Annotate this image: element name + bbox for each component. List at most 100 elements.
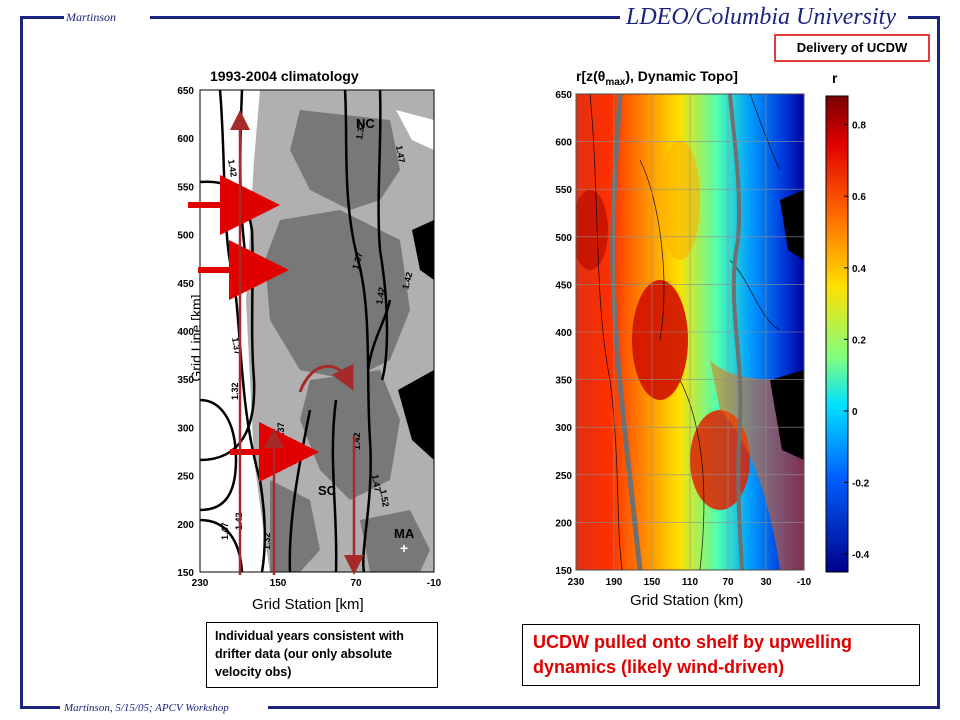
chart1-contour-label-0: 1.42 — [226, 159, 239, 178]
colorbar-tick-1: 0.6 — [852, 192, 866, 203]
chart1-xlabel: Grid Station [km] — [252, 596, 364, 613]
chart1-contour-label-4: 1.37 — [350, 251, 364, 271]
chart2-ytick-1: 600 — [555, 138, 572, 149]
chart1-contour-label-10: 1.37 — [276, 422, 286, 440]
chart1-dark-region-b — [265, 210, 410, 380]
chart2-title: r[z(θmax), Dynamic Topo] — [576, 68, 738, 88]
chart1-dark-region-c — [300, 370, 400, 500]
chart1-site-sc: SC — [318, 483, 337, 498]
chart2-xtick-5: 30 — [760, 577, 772, 588]
chart1-site-oa: OA — [202, 538, 222, 553]
chart1-site-nc: NC — [356, 116, 375, 131]
chart2-title-sub: max — [605, 76, 626, 88]
chart1-ytick-10: 150 — [177, 568, 194, 579]
chart1-xaxis: 230 150 70 -10 — [192, 578, 442, 589]
chart2-xtick-0: 230 — [568, 577, 585, 588]
frame-bottom-left — [20, 706, 60, 709]
chart1-ytick-2: 550 — [177, 182, 194, 193]
colorbar-tick-5: -0.2 — [852, 479, 870, 490]
frame-top-right — [150, 16, 620, 19]
chart2-xtick-2: 150 — [644, 577, 661, 588]
frame-bottom-right — [268, 706, 940, 709]
chart2-topo-line — [728, 94, 744, 570]
chart2-ytick-6: 350 — [555, 376, 572, 387]
colorbar-tick-0: 0.8 — [852, 121, 866, 132]
chart1-xtick-0: 230 — [192, 578, 209, 589]
colorbar-fill — [825, 95, 849, 573]
chart1-dark-region-d — [270, 480, 320, 572]
chart1-site-ma: MA — [394, 526, 415, 541]
chart1-dark-region-a — [290, 110, 400, 210]
chart2-xlabel: Grid Station (km) — [630, 592, 744, 609]
chart1-xtick-1: 150 — [270, 578, 287, 589]
chart2-yaxis: 650 600 550 500 450 400 350 300 250 200 150 — [555, 90, 572, 577]
chart1-yaxis: 650 600 550 500 450 400 350 300 250 200 150 — [177, 86, 194, 579]
chart1-contour-label-3: 1.47 — [394, 145, 407, 164]
drifter-note: Individual years consistent with drifter… — [206, 622, 438, 688]
chart1-contour-label-6: 1.42 — [374, 286, 387, 305]
chart2-ytick-5: 400 — [555, 328, 572, 339]
chart2-red-core-b — [576, 190, 608, 270]
colorbar-ticks: 0.8 0.6 0.4 0.2 0 -0.2 -0.4 — [844, 121, 870, 561]
header-institution: LDEO/Columbia University — [622, 4, 900, 31]
chart1-land-b — [412, 220, 434, 280]
chart1-ytick-3: 500 — [177, 231, 194, 242]
chart1-ytick-8: 250 — [177, 472, 194, 483]
chart2-land-b — [780, 190, 804, 260]
colorbar-tick-6: -0.4 — [852, 550, 870, 561]
chart1-contour-label-13: 1.52 — [378, 489, 391, 508]
conclusion-note: UCDW pulled onto shelf by upwelling dyna… — [522, 624, 920, 686]
colorbar-label: r — [832, 70, 838, 86]
header-author: Martinson — [66, 10, 117, 24]
colorbar-tick-2: 0.4 — [852, 264, 866, 275]
chart2-ytick-2: 550 — [555, 185, 572, 196]
chart1-contour-label-5: 1.42 — [400, 271, 414, 291]
chart2-ytick-7: 300 — [555, 423, 572, 434]
chart2-land-a — [770, 370, 804, 460]
chart1-ytick-6: 350 — [177, 375, 194, 386]
delivery-badge: Delivery of UCDW — [774, 34, 930, 62]
chart2-xtick-1: 190 — [606, 577, 623, 588]
chart1-contour-label-9: 1.32 — [230, 382, 240, 400]
frame-top-left — [20, 16, 64, 19]
chart1-contour-label-11: 1.42 — [352, 432, 362, 450]
frame-right — [937, 16, 940, 708]
chart2-xtick-4: 70 — [722, 577, 734, 588]
chart2-ytick-9: 200 — [555, 518, 572, 529]
chart1-site-ma-marker: + — [400, 540, 408, 556]
chart2-ytick-8: 250 — [555, 471, 572, 482]
chart2-ytick-10: 150 — [555, 566, 572, 577]
frame-left — [20, 16, 23, 708]
colorbar-tick-4: 0 — [852, 407, 858, 418]
chart1-ytick-0: 650 — [177, 86, 194, 97]
chart1-land-a — [398, 370, 434, 460]
chart2-xtick-3: 110 — [682, 577, 699, 588]
chart1-ytick-4: 450 — [177, 279, 194, 290]
chart1-title: 1993-2004 climatology — [210, 68, 359, 84]
chart1-contour-label-14: 1.47 — [220, 522, 230, 540]
colorbar: 0.8 0.6 0.4 0.2 0 -0.2 -0.4 — [825, 95, 870, 573]
colorbar-tick-3: 0.2 — [852, 335, 866, 346]
chart2-ytick-4: 450 — [555, 280, 572, 291]
chart1-frame — [199, 89, 435, 573]
chart2-xtick-6: -10 — [797, 577, 812, 588]
chart2-ytick-3: 500 — [555, 233, 572, 244]
chart2-red-core-c — [690, 410, 750, 510]
chart1-contour-label-15: 1.42 — [234, 512, 244, 530]
chart2-grid — [575, 93, 805, 571]
chart1-ytick-7: 300 — [177, 423, 194, 434]
chart1-xtick-2: 70 — [350, 578, 362, 589]
chart1-contour-label-16: 1.32 — [262, 532, 272, 550]
chart1-contour-label-2: 1.32 — [354, 121, 367, 140]
chart2-plot: 650 600 550 500 450 400 350 300 250 200 150 230 190… — [555, 90, 812, 588]
chart1-ytick-9: 200 — [177, 520, 194, 531]
chart1-contour-label-12: 1.47 — [370, 474, 383, 493]
chart2-yellow-patch — [660, 140, 700, 260]
chart1-land-c — [396, 110, 434, 150]
chart1-ytick-1: 600 — [177, 134, 194, 145]
chart1-ytick-5: 400 — [177, 327, 194, 338]
chart1-dark-region-e — [360, 510, 430, 572]
chart2-xaxis: 230 190 150 110 70 30 -10 — [568, 577, 812, 588]
